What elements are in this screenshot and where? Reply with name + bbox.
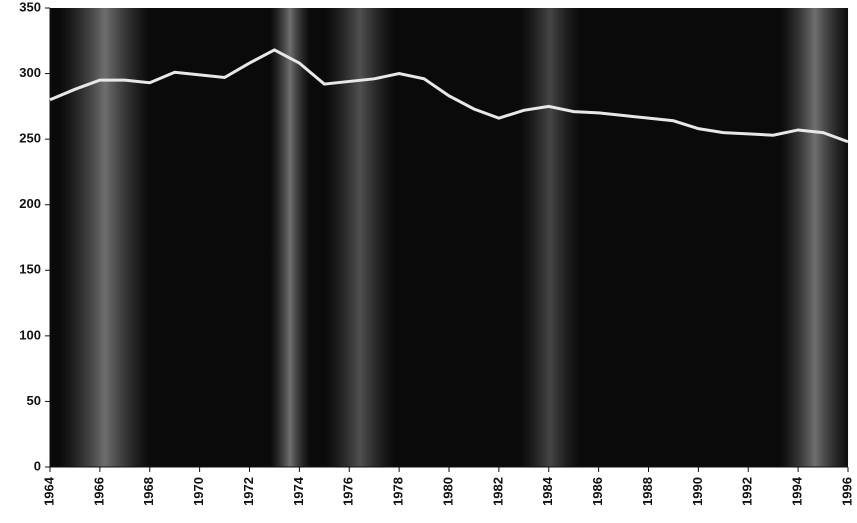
x-tick-label: 1972: [241, 477, 256, 506]
y-tick-label: 100: [19, 327, 41, 342]
x-tick-label: 1968: [141, 477, 156, 506]
plot-background: [50, 8, 848, 467]
x-tick-label: 1994: [790, 476, 805, 506]
page: {"chart_data": {"type": "line", "x": [19…: [0, 0, 857, 523]
x-tick-label: 1988: [640, 477, 655, 506]
x-tick-label: 1986: [590, 477, 605, 506]
y-tick-label: 250: [19, 131, 41, 146]
y-tick-label: 200: [19, 196, 41, 211]
x-tick-label: 1996: [839, 477, 854, 506]
x-tick-label: 1970: [191, 477, 206, 506]
x-tick-label: 1992: [740, 477, 755, 506]
x-tick-label: 1984: [540, 476, 555, 506]
y-tick-label: 150: [19, 262, 41, 277]
x-tick-label: 1990: [690, 477, 705, 506]
x-tick-label: 1976: [341, 477, 356, 506]
x-tick-label: 1982: [490, 477, 505, 506]
x-tick-label: 1980: [440, 477, 455, 506]
scan-band: [520, 8, 580, 467]
chart: 0 50 100 150 200 250 300 350 1964 1966 1968 1970 197…: [0, 0, 857, 523]
x-tick-label: 1964: [41, 476, 56, 506]
x-tick-label: 1966: [91, 477, 106, 506]
y-tick-label: 300: [19, 65, 41, 80]
x-tick-label: 1978: [391, 477, 406, 506]
scan-band: [780, 8, 850, 467]
y-tick-label: 0: [34, 458, 41, 473]
y-tick-label: 50: [27, 393, 41, 408]
scan-band: [60, 8, 150, 467]
scan-band: [270, 8, 310, 467]
x-tick-label: 1974: [291, 476, 306, 506]
y-tick-label: 350: [19, 0, 41, 14]
